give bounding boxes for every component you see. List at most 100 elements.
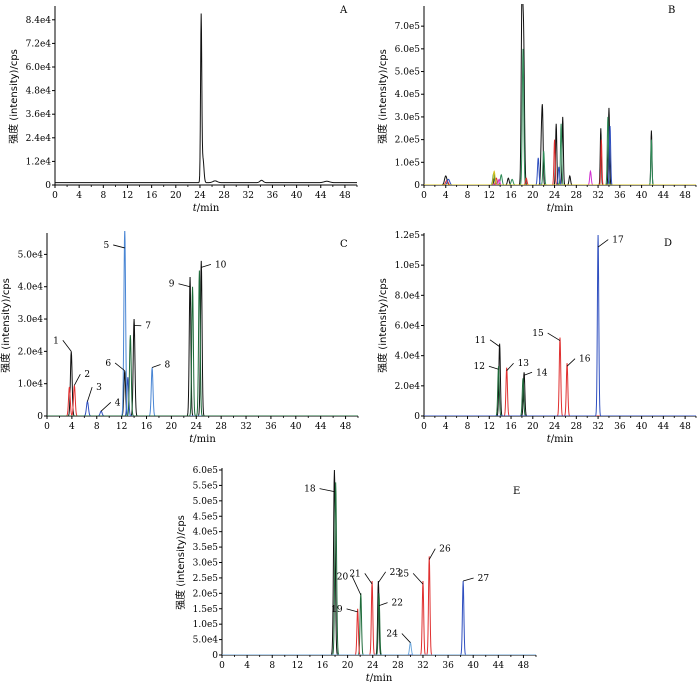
x-tick-label: 4: [443, 422, 449, 432]
peak-label: 16: [579, 355, 591, 365]
traces: [222, 469, 536, 655]
series-darkgreen-line: [47, 270, 358, 416]
series-blue-line: [424, 234, 696, 416]
peak-leader: [319, 488, 335, 492]
panel-letter: B: [668, 5, 675, 16]
peak-leader: [506, 362, 514, 372]
peak-label: 13: [518, 359, 530, 369]
panel-d: 0 4 8 12 16 20 24 28 32 36 40 44 4802.0e44.0e46.0e48…: [376, 231, 697, 445]
y-tick-label: 1.0e4: [18, 380, 44, 390]
x-tick-label: 40: [636, 191, 648, 201]
x-tick-label: 8: [465, 422, 471, 432]
y-tick-label: 4.8e4: [26, 87, 52, 97]
peak-label: 12: [473, 362, 484, 372]
peak-label: 17: [612, 236, 624, 246]
y-tick-label: 5.0e4: [193, 636, 219, 646]
peak-leader: [412, 573, 424, 585]
peak-leader: [346, 608, 358, 613]
x-tick-label: 40: [291, 191, 303, 201]
y-axis-title: 强度 (intensity)/cps: [376, 49, 389, 144]
x-axis-title: t/min: [547, 203, 574, 214]
x-tick-label: 36: [265, 422, 277, 432]
panel-c: 0 4 8 12 16 20 24 28 32 36 40 44 4801.0e42.0e43.0e44…: [0, 231, 359, 445]
peak-leader: [463, 577, 474, 582]
x-axis-title-unit: /min: [197, 203, 220, 214]
x-tick-label: 0: [52, 191, 58, 201]
y-tick-label: 6.0e5: [193, 466, 219, 476]
peak-label: 20: [337, 572, 349, 582]
x-tick-label: 0: [421, 191, 427, 201]
y-tick-label: 1.2e5: [395, 231, 421, 241]
x-tick-label: 20: [166, 422, 178, 432]
panel-letter: D: [664, 238, 672, 249]
x-tick-label: 0: [219, 661, 225, 671]
peak-leader: [378, 602, 388, 607]
x-tick-label: 12: [484, 422, 495, 432]
x-tick-label: 20: [527, 422, 539, 432]
peak-label: 6: [105, 359, 111, 369]
y-tick-label: 8.4e4: [26, 16, 52, 26]
series-blue-line: [424, 125, 696, 185]
x-tick-label: 4: [244, 661, 250, 671]
x-tick-label: 0: [421, 422, 427, 432]
x-tick-label: 24: [191, 422, 203, 432]
peak-label: 3: [96, 383, 102, 393]
x-tick-label: 4: [443, 191, 449, 201]
y-tick-label: 0: [414, 181, 420, 191]
peak-label: 23: [390, 568, 402, 578]
x-axis-title: t/min: [193, 203, 220, 214]
y-tick-label: 3.0e4: [18, 315, 44, 325]
x-axis-title-unit: /min: [551, 203, 574, 214]
x-tick-label: 32: [592, 191, 603, 201]
x-tick-label: 24: [367, 661, 379, 671]
y-tick-label: 4.0e5: [395, 90, 421, 100]
x-tick-label: 16: [146, 191, 158, 201]
y-tick-label: 7.0e5: [395, 22, 421, 32]
y-tick-label: 4.0e5: [193, 528, 219, 538]
x-tick-label: 28: [571, 422, 583, 432]
x-axis-title-var: t: [547, 203, 552, 214]
x-axis-title-var: t: [547, 434, 552, 445]
peak-leader: [364, 573, 373, 585]
peak-label: 22: [392, 599, 403, 609]
x-tick-label: 36: [442, 661, 454, 671]
x-tick-label: 20: [342, 661, 354, 671]
x-tick-label: 48: [679, 191, 691, 201]
x-tick-label: 36: [614, 191, 626, 201]
peak-leader: [113, 244, 125, 249]
panel-letter: A: [339, 5, 348, 16]
y-tick-label: 2.5e5: [193, 574, 219, 584]
peak-label: 14: [536, 368, 548, 378]
peak-label: 27: [478, 574, 490, 584]
y-tick-label: 1.5e5: [193, 605, 219, 615]
x-axis-title-unit: /min: [551, 434, 574, 445]
y-tick-label: 3.6e4: [26, 110, 52, 120]
traces: [55, 13, 357, 184]
traces: [424, 4, 696, 185]
peak-leader: [428, 548, 436, 560]
x-tick-label: 16: [505, 191, 517, 201]
x-tick-label: 32: [243, 191, 254, 201]
x-axis-title: t/min: [366, 673, 393, 684]
series-black-line: [47, 260, 358, 416]
series-darkgreen-line: [424, 366, 696, 416]
panel-a: 0 4 8 12 16 20 24 28 32 36 40 44 4801.2e42.4e43.6e44…: [7, 5, 358, 214]
peak-label: 19: [331, 605, 343, 615]
panel-b: 0 4 8 12 16 20 24 28 32 36 40 44 4801.0e52.0e53.0e54…: [376, 4, 697, 214]
series-black-line: [55, 13, 357, 184]
y-tick-label: 3.5e5: [193, 543, 219, 553]
y-tick-label: 5.5e5: [193, 481, 219, 491]
peak-leader: [351, 576, 362, 596]
peak-label: 10: [215, 260, 227, 270]
x-tick-label: 24: [194, 191, 206, 201]
x-tick-label: 12: [122, 191, 133, 201]
x-tick-label: 36: [267, 191, 279, 201]
peak-leader: [566, 358, 576, 367]
peak-label: 9: [169, 280, 175, 290]
x-tick-label: 4: [69, 422, 75, 432]
x-axis-title-var: t: [189, 434, 194, 445]
peak-leader: [378, 571, 387, 583]
y-axis-title: 强度 (intensity)/cps: [7, 49, 20, 144]
peak-label: 26: [439, 545, 451, 555]
x-tick-label: 20: [527, 191, 539, 201]
